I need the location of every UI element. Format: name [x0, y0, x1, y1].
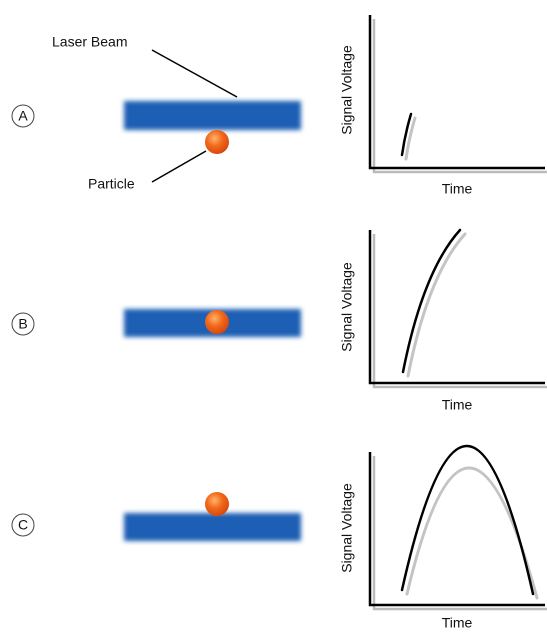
leader-line [151, 150, 207, 183]
signal-shadow [404, 116, 417, 161]
axis-shadow [372, 19, 547, 174]
axes [368, 15, 545, 170]
signal-curve [401, 228, 462, 374]
signal-curve [400, 444, 535, 596]
panel-badge [11, 513, 35, 537]
axis-shadow [372, 456, 547, 611]
axes [368, 230, 545, 385]
panel-a: A Laser Beam Particle Signal Voltage Tim… [11, 15, 547, 197]
particle [205, 492, 229, 516]
x-axis-label: Time [442, 615, 473, 631]
particle [205, 130, 229, 154]
panel-label: B [18, 316, 27, 332]
axes [368, 452, 545, 607]
leader-line [151, 49, 238, 98]
panel-c: C Signal Voltage Time [11, 444, 547, 631]
panel-label: C [18, 517, 28, 533]
panel-b: B Signal Voltage Time [11, 228, 547, 413]
particle [205, 310, 229, 334]
x-axis-label: Time [442, 181, 473, 197]
panel-label: A [18, 108, 28, 124]
particle-label: Particle [88, 176, 135, 192]
panel-badge [11, 312, 35, 336]
laser-beam [124, 513, 301, 541]
signal-shadow [406, 232, 467, 378]
y-axis-label: Signal Voltage [339, 262, 355, 352]
x-axis-label: Time [442, 397, 473, 413]
signal-curve [400, 112, 413, 157]
y-axis-label: Signal Voltage [339, 483, 355, 573]
axis-shadow [372, 234, 547, 389]
laser-beam [124, 101, 301, 130]
y-axis-label: Signal Voltage [339, 45, 355, 135]
laser-beam-label: Laser Beam [52, 34, 127, 50]
panel-badge [11, 104, 35, 128]
